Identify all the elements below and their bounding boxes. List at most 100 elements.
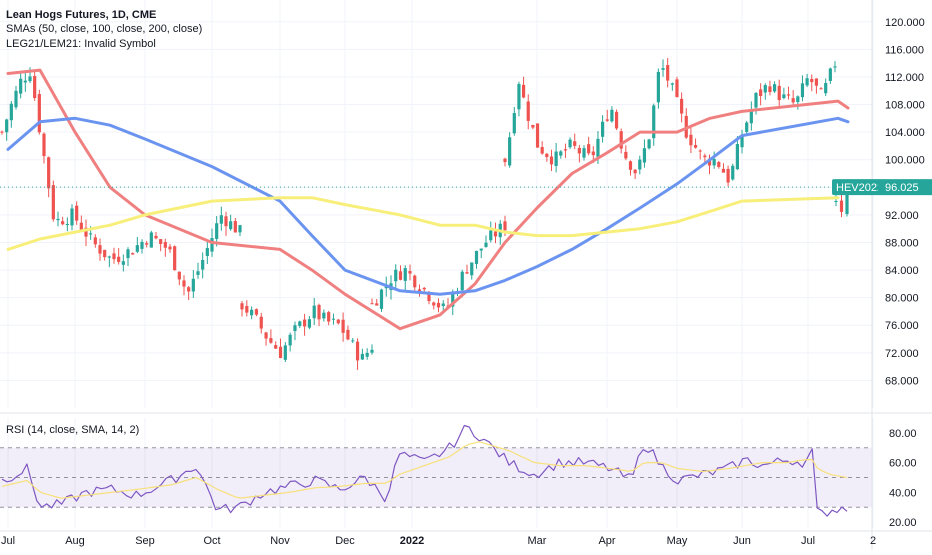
time-tick-label: Sep [135,535,155,547]
candle-body [642,148,647,163]
candle-body [79,222,83,230]
candle-body [484,242,488,247]
candle-body [336,319,340,324]
candle-body [535,123,540,148]
candle-body [370,303,374,305]
candle-body [628,161,633,170]
candle-body [264,332,268,339]
candle-body [703,155,707,158]
candle-body [489,230,493,241]
candle-body [331,318,336,320]
candle-body [731,165,735,180]
candle-body [717,162,721,167]
candle-body [526,101,530,121]
candle-body [187,287,191,292]
price-tick-label: 104.000 [885,127,925,139]
candle-body [196,271,200,275]
candle-body [93,237,97,245]
candle-body [42,133,46,157]
candle-body [245,305,249,313]
candle-body [810,78,814,83]
candle-body [474,250,479,264]
candle-body [656,71,660,103]
candle-body [240,303,244,310]
time-tick-label: Apr [598,535,615,547]
candle-body [512,113,516,134]
candle-body [379,289,384,309]
candle-body [283,345,287,360]
rsi-ma-line [1,441,848,499]
candle-body [614,111,619,129]
candle-body [828,68,832,81]
candle-body [149,232,153,248]
time-tick-label: Oct [203,535,220,547]
candle-body [698,150,702,152]
candle-body [554,151,558,166]
candle-body [365,352,369,357]
candle-body [168,246,172,250]
rsi-tick-label: 40.00 [889,487,917,499]
spread-legend: LEG21/LEM21: Invalid Symbol [6,38,156,50]
candle-body [238,225,242,233]
candle-body [721,168,726,173]
candle-body [559,151,563,156]
candle-body [224,216,228,227]
candle-body [763,85,767,93]
price-tick-label: 108.000 [885,100,925,112]
candle-body [601,121,605,137]
candle-body [661,68,665,70]
sma-legend: SMAs (50, close, 100, close, 200, close) [6,23,203,35]
price-tick-label: 92.000 [885,210,919,222]
time-tick-label: Aug [65,535,85,547]
candle-body [205,248,209,256]
candle-body [610,109,614,122]
time-tick-label: 2 [870,535,876,547]
candle-body [422,287,426,290]
price-tick-label: 120.000 [885,17,925,29]
candle-body [370,349,374,353]
candle-body [302,319,307,327]
candle-body [619,131,623,149]
candle-body [61,221,65,225]
candle-body [355,341,360,361]
sma-line-50 [6,68,850,331]
candle-body [568,139,572,148]
symbol-badge [832,179,880,196]
candle-body [470,262,474,276]
candle-body [493,231,498,237]
candle-body [768,86,772,93]
candle-body [312,305,316,319]
candle-body [735,144,739,170]
candle-body [508,137,512,166]
candle-body [5,119,9,133]
candle-body [408,271,412,274]
candle-body [517,84,521,110]
candle-body [28,76,32,82]
candle-body [563,149,568,151]
price-tick-label: 80.000 [885,293,919,305]
candle-body [403,268,407,281]
price-tick-label: 68.000 [885,375,919,387]
rsi-tick-label: 80.00 [889,428,917,440]
candle-body [772,84,777,92]
candle-body [824,83,828,94]
candle-body [652,105,656,139]
candle-body [84,227,88,237]
candle-body [341,319,345,333]
candle-body [805,78,809,86]
price-tick-label: 72.000 [885,348,919,360]
candle-body [833,66,837,68]
candle-body [140,241,144,249]
candle-body [633,169,637,174]
candle-body [460,271,464,291]
candle-body [145,243,149,245]
candle-body [413,275,417,288]
candle-body [107,256,111,258]
candle-body [693,145,698,148]
candle-body [173,246,177,271]
sma-line-100 [6,116,850,296]
candle-body [269,338,273,343]
candle-body [624,151,628,159]
